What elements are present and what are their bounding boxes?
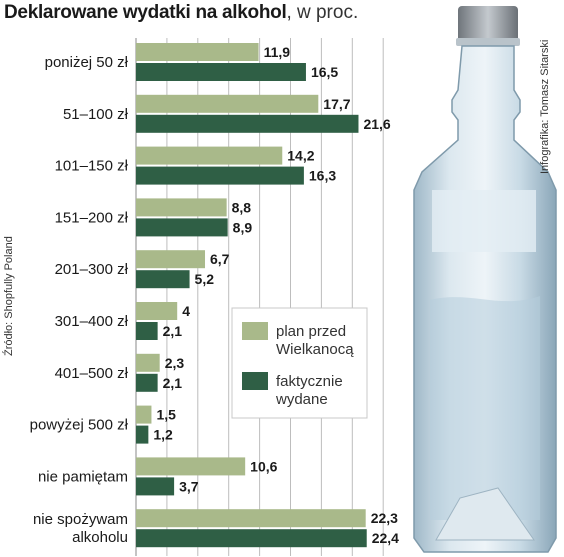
bar-plan: [136, 405, 152, 424]
value-label-plan: 22,3: [371, 510, 398, 526]
bar-actual: [136, 529, 367, 548]
value-label-plan: 11,9: [264, 44, 291, 60]
credit-note: Infografika: Tomasz Sitarski: [539, 40, 551, 174]
chart-title: Deklarowane wydatki na alkohol, w proc.: [4, 0, 358, 26]
value-label-actual: 21,6: [363, 116, 390, 132]
bottle-base-punt: [435, 487, 535, 541]
category-label: 401–500 zł: [55, 365, 129, 382]
legend-label-actual-line2: wydane: [275, 391, 328, 408]
bar-plan: [136, 94, 319, 113]
category-label: nie pamiętam: [38, 468, 128, 485]
value-label-plan: 10,6: [250, 458, 277, 474]
bar-plan: [136, 353, 160, 372]
bar-actual: [136, 373, 158, 392]
category-label: nie spożywam: [33, 511, 128, 528]
bar-plan: [136, 509, 366, 528]
category-label: powyżej 500 zł: [30, 417, 129, 434]
value-label-plan: 14,2: [287, 148, 314, 164]
vodka-bottle-illustration: [413, 6, 557, 553]
value-label-plan: 6,7: [210, 251, 230, 267]
legend-label-actual-line1: faktycznie: [276, 373, 343, 390]
bar-actual: [136, 425, 149, 444]
value-label-actual: 5,2: [195, 271, 215, 287]
chart-title-main: Deklarowane wydatki na alkohol: [4, 2, 287, 23]
bar-plan: [136, 43, 259, 61]
category-label: alkoholu: [72, 529, 128, 546]
bar-plan: [136, 146, 283, 165]
bar-plan: [136, 457, 246, 476]
category-label: 301–400 zł: [55, 313, 129, 330]
legend-label-plan-line1: plan przed: [276, 323, 346, 340]
chart-bars: [136, 43, 367, 548]
category-label: 201–300 zł: [55, 261, 129, 278]
bar-actual: [136, 322, 158, 340]
value-label-actual: 2,1: [163, 375, 183, 391]
bar-actual: [136, 166, 304, 185]
bar-actual: [136, 63, 306, 81]
source-note: Źródło: Shopfully Poland: [2, 236, 15, 356]
bottle-label-area: [432, 190, 536, 252]
bar-plan: [136, 198, 227, 217]
value-label-plan: 17,7: [323, 96, 350, 112]
bar-plan: [136, 302, 178, 320]
bar-actual: [136, 270, 190, 289]
bar-plan: [136, 250, 206, 269]
category-label: 51–100 zł: [63, 106, 129, 123]
legend-swatch-plan: [242, 322, 268, 340]
category-label: 151–200 zł: [55, 209, 129, 226]
category-labels: poniżej 50 zł 51–100 zł 101–150 zł 151–200 …: [30, 54, 129, 546]
value-label-actual: 16,5: [311, 64, 338, 80]
value-label-actual: 2,1: [163, 323, 183, 339]
value-label-actual: 3,7: [179, 478, 199, 494]
bar-actual: [136, 114, 359, 133]
value-label-plan: 1,5: [156, 407, 176, 423]
legend-swatch-actual: [242, 372, 268, 390]
bottle-liquid: [430, 296, 540, 520]
value-label-actual: 8,9: [233, 219, 253, 235]
value-label-plan: 4: [182, 303, 190, 319]
bar-actual: [136, 477, 175, 496]
bar-actual: [136, 218, 228, 237]
value-label-plan: 8,8: [232, 199, 252, 215]
legend-label-plan-line2: Wielkanocą: [276, 341, 354, 358]
value-labels: 11,9 16,5 17,7 21,6 14,2 16,3 8,8 8,96,7 5,2 4 2,1…: [153, 44, 399, 546]
category-label: 101–150 zł: [55, 158, 129, 175]
value-label-actual: 1,2: [153, 427, 173, 443]
chart-title-unit: , w proc.: [286, 2, 359, 23]
value-label-actual: 16,3: [309, 168, 336, 184]
bottle-cap: [458, 6, 518, 42]
value-label-actual: 22,4: [372, 530, 399, 546]
value-label-plan: 2,3: [165, 355, 185, 371]
category-label: poniżej 50 zł: [45, 54, 129, 71]
legend: plan przed Wielkanocą faktycznie wydane: [231, 307, 368, 419]
bottle-cap-ring: [456, 38, 520, 46]
